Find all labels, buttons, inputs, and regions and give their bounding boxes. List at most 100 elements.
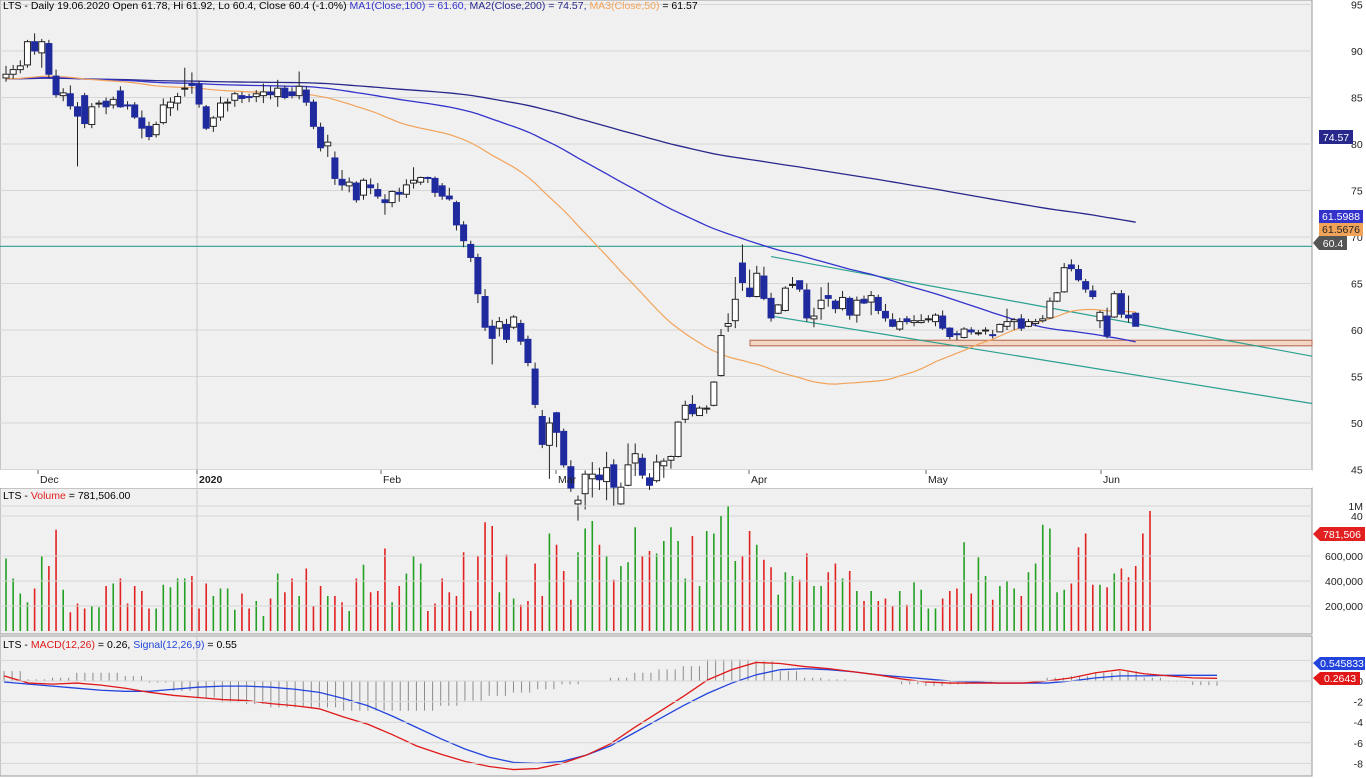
candle-up: [1060, 267, 1068, 293]
volume-header-label: Volume: [31, 490, 66, 502]
candle-down: [610, 464, 618, 488]
candle-down: [560, 430, 568, 466]
candle-down: [946, 327, 954, 338]
candle-up: [696, 407, 704, 417]
macd-panel[interactable]: [0, 635, 1313, 777]
candle-up: [574, 499, 582, 505]
candle-up: [867, 295, 875, 303]
date-label: Jun: [1103, 474, 1120, 486]
candle-down: [267, 91, 275, 96]
candle-up: [166, 101, 174, 109]
candle-up: [724, 322, 732, 327]
candle-down: [688, 403, 696, 415]
volume-badge: 781,506: [1313, 527, 1365, 541]
candle-up: [674, 421, 682, 457]
candle-up: [917, 320, 925, 324]
candle-down: [1017, 318, 1025, 329]
candle-down: [474, 256, 482, 295]
volume-tick-label: 400,000: [1325, 576, 1363, 588]
candle-up: [402, 184, 410, 195]
candle-up: [417, 176, 425, 183]
macd-header-symbol: LTS: [3, 639, 21, 651]
candle-down: [738, 262, 746, 284]
candle-up: [667, 455, 675, 461]
candle-down: [195, 83, 203, 105]
macd-tick-label: -8: [1354, 758, 1363, 770]
candle-down: [288, 91, 296, 97]
candle-down: [116, 90, 124, 108]
candle-down: [245, 96, 253, 99]
candle-up: [252, 93, 260, 98]
candle-down: [317, 126, 325, 149]
candle-down: [460, 224, 468, 242]
volume-badge-text: 781,506: [1323, 529, 1361, 541]
candle-up: [274, 87, 282, 98]
candle-down: [767, 297, 775, 319]
candle-up: [9, 69, 17, 75]
trend-channel-lower: [770, 315, 1313, 405]
candle-up: [295, 85, 303, 97]
date-label: Feb: [383, 474, 401, 486]
candle-down: [989, 334, 997, 337]
price-panel[interactable]: [0, 0, 1313, 471]
candle-down: [760, 275, 768, 299]
macd-tick-label: -6: [1354, 738, 1363, 750]
candle-up: [1003, 321, 1011, 327]
volume-bars: [5, 506, 1151, 631]
candle-down: [531, 368, 539, 405]
candles: [2, 33, 1140, 521]
candle-down: [138, 117, 146, 129]
candle-up: [388, 190, 396, 204]
candle-down: [1089, 290, 1097, 298]
price-tick-label: 70: [1351, 232, 1363, 244]
candle-up: [1046, 300, 1054, 319]
candle-down: [452, 202, 460, 226]
price-header: LTS - Daily 19.06.2020 Open 61.78, Hi 61…: [3, 0, 698, 12]
candle-down: [302, 89, 310, 103]
macd-header-label: MACD(12,26): [31, 639, 95, 651]
price-tick-label: 85: [1351, 93, 1363, 105]
candle-down: [81, 95, 89, 125]
candle-down: [1103, 315, 1111, 337]
candle-down: [524, 338, 532, 364]
candle-down: [74, 106, 81, 117]
candle-down: [503, 323, 510, 340]
candle-up: [982, 329, 990, 332]
candle-down: [352, 182, 360, 201]
candle-down: [538, 415, 546, 445]
candle-up: [217, 102, 224, 118]
candle-down: [31, 41, 39, 52]
candle-up: [88, 106, 96, 125]
signal-badge: 0.545833: [1313, 657, 1365, 670]
candle-up: [231, 93, 239, 101]
candle-down: [803, 289, 811, 319]
price-tick-label: 90: [1351, 46, 1363, 58]
ma2-badge-text: 74.57: [1323, 132, 1349, 144]
candle-up: [95, 102, 103, 105]
date-label: Apr: [751, 474, 768, 486]
candle-up: [1053, 292, 1061, 302]
volume-header-value: = 781,506.00: [66, 490, 131, 502]
candle-down: [953, 333, 961, 336]
candle-down: [488, 325, 496, 339]
ma3-line: [5, 75, 1136, 385]
ma1-legend: MA1(Close,100) = 61.60,: [350, 0, 470, 12]
candle-down: [646, 477, 653, 486]
candle-down: [124, 104, 132, 107]
candle-down: [281, 87, 289, 98]
candle-up: [1110, 293, 1118, 318]
candle-down: [338, 178, 346, 186]
volume-tick-label: 200,000: [1325, 601, 1363, 613]
ma2-legend: MA2(Close,200) = 74.57,: [469, 0, 589, 12]
candle-up: [681, 404, 689, 420]
volume-axis: 200,000 400,000 600,000 1M: [0, 501, 1363, 613]
candle-up: [1096, 311, 1104, 322]
candle-up: [1039, 318, 1047, 322]
candle-up: [152, 123, 160, 136]
candle-down: [395, 191, 403, 195]
date-label: 2020: [199, 474, 223, 486]
price-tick-label: 75: [1351, 186, 1363, 198]
candle-down: [824, 295, 832, 299]
candle-up: [624, 464, 632, 486]
